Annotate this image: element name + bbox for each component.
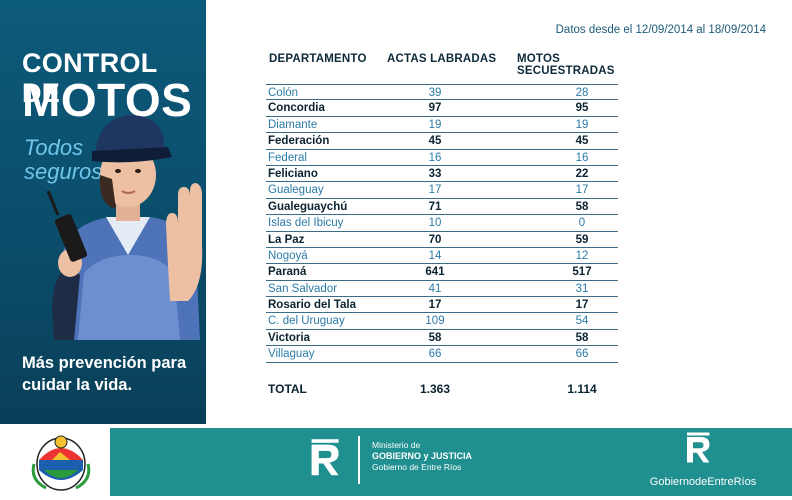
campaign-slogan: Todos seguros	[24, 135, 103, 184]
cell-motos: 19	[575, 118, 589, 131]
cell-actas: 33	[428, 167, 442, 180]
cell-actas: 16	[428, 151, 442, 164]
cell-departamento: Concordia	[268, 102, 325, 115]
officer-illustration	[46, 115, 203, 340]
table-total-row: TOTAL 1.363 1.114	[266, 381, 646, 397]
cell-actas: 109	[425, 315, 445, 328]
er-logo-icon	[687, 432, 710, 463]
cell-actas: 41	[428, 282, 442, 295]
table-row: Nogoyá 14 12	[266, 248, 618, 265]
cell-motos: 16	[575, 151, 589, 164]
column-header-actas: ACTAS LABRADAS	[387, 53, 497, 65]
table-row: Rosario del Tala 17 17	[266, 297, 618, 314]
ministry-line3: Gobierno de Entre Ríos	[372, 462, 462, 472]
cell-motos: 17	[575, 299, 589, 312]
campaign-title-line1: CONTROL DE	[22, 48, 158, 108]
cell-departamento: Paraná	[268, 266, 307, 279]
total-motos: 1.114	[567, 382, 597, 396]
cell-motos: 22	[575, 167, 589, 180]
table-row: La Paz 70 59	[266, 232, 618, 248]
table-row: Victoria 58 58	[266, 330, 618, 347]
cell-actas: 97	[428, 102, 442, 115]
table-row: Paraná 641 517	[266, 264, 618, 281]
table-row: Villaguay 66 66	[266, 346, 618, 363]
cell-motos: 95	[575, 102, 589, 115]
cell-motos: 54	[575, 315, 589, 328]
cell-actas: 71	[428, 200, 442, 213]
cell-motos: 66	[575, 348, 589, 361]
ministry-caption: Ministerio de GOBIERNO y JUSTICIA Gobier…	[372, 440, 532, 473]
cell-departamento: Colón	[268, 87, 299, 99]
cell-actas: 641	[425, 266, 445, 279]
table-row: Gualeguay 17 17	[266, 182, 618, 199]
cell-actas: 39	[428, 87, 442, 99]
cell-departamento: Federal	[268, 151, 307, 164]
promo-panel: CONTROL DE MOTOS Todos seguros Más preve…	[0, 0, 206, 424]
table-row: Federación 45 45	[266, 133, 618, 150]
table-row: Feliciano 33 22	[266, 166, 618, 183]
cell-actas: 66	[428, 348, 442, 361]
footer-divider	[358, 436, 360, 484]
ministry-line1: Ministerio de	[372, 440, 421, 450]
cell-actas: 19	[428, 118, 442, 131]
cell-motos: 59	[575, 233, 589, 246]
provincial-crest-icon	[31, 435, 91, 491]
cell-departamento: Victoria	[268, 331, 310, 344]
cell-departamento: Feliciano	[268, 167, 318, 180]
table-row: Colón 39 28	[266, 84, 618, 101]
footer-band	[110, 428, 792, 496]
cell-motos: 0	[578, 217, 586, 230]
table-row: Islas del Ibicuy 10 0	[266, 215, 618, 232]
ministry-line2: GOBIERNO y JUSTICIA	[372, 451, 473, 461]
total-actas: 1.363	[419, 382, 451, 396]
motos-stats-table: DEPARTAMENTO ACTAS LABRADAS MOTOS SECUES…	[266, 50, 646, 396]
cell-actas: 70	[428, 233, 442, 246]
cell-actas: 17	[428, 299, 442, 312]
column-header-departamento: DEPARTAMENTO	[269, 53, 367, 65]
cell-departamento: Federación	[268, 135, 330, 148]
footer-bar: Ministerio de GOBIERNO y JUSTICIA Gobier…	[0, 424, 792, 500]
cell-motos: 45	[575, 135, 589, 148]
table-row: Diamante 19 19	[266, 117, 618, 134]
campaign-tagline: Más prevención para cuidar la vida.	[22, 354, 187, 394]
total-label: TOTAL	[268, 382, 307, 396]
gobierno-brand-text: GobiernodeEntreRíos	[649, 476, 757, 488]
cell-departamento: Rosario del Tala	[268, 299, 356, 312]
cell-actas: 45	[428, 135, 442, 148]
cell-departamento: Nogoyá	[268, 249, 308, 262]
cell-departamento: Diamante	[268, 118, 318, 131]
cell-departamento: La Paz	[268, 233, 305, 246]
cell-departamento: Gualeguay	[268, 184, 324, 197]
column-header-motos: MOTOS SECUESTRADAS	[517, 53, 615, 77]
er-logo-icon	[311, 439, 339, 476]
walkie-talkie-icon	[46, 190, 88, 262]
cell-actas: 10	[428, 217, 442, 230]
table-header: DEPARTAMENTO ACTAS LABRADAS MOTOS SECUES…	[266, 50, 646, 77]
table-row: Gualeguaychú 71 58	[266, 199, 618, 216]
table-row: Federal 16 16	[266, 150, 618, 166]
cell-departamento: Gualeguaychú	[268, 200, 348, 213]
cell-actas: 14	[428, 249, 442, 262]
cell-motos: 58	[575, 200, 589, 213]
cell-departamento: Villaguay	[268, 348, 315, 361]
date-range: Datos desde el 12/09/2014 al 18/09/2014	[555, 24, 766, 36]
table-row: Concordia 97 95	[266, 100, 618, 117]
cell-departamento: San Salvador	[268, 282, 338, 295]
cell-motos: 31	[575, 282, 589, 295]
table-row: San Salvador 41 31	[266, 281, 618, 298]
table-body: Colón 39 28 Concordia 97 95 Diamante 19 19 Federa…	[266, 84, 618, 363]
cell-motos: 28	[575, 87, 589, 99]
cell-motos: 58	[575, 331, 589, 344]
table-row: C. del Uruguay 109 54	[266, 313, 618, 330]
cell-motos: 12	[575, 249, 589, 262]
cell-motos: 17	[575, 184, 589, 197]
campaign-title-line2: MOTOS	[22, 74, 193, 126]
cell-departamento: Islas del Ibicuy	[268, 217, 344, 230]
cell-actas: 17	[428, 184, 442, 197]
cell-motos: 517	[572, 266, 592, 279]
cell-departamento: C. del Uruguay	[268, 315, 345, 328]
cell-actas: 58	[428, 331, 442, 344]
